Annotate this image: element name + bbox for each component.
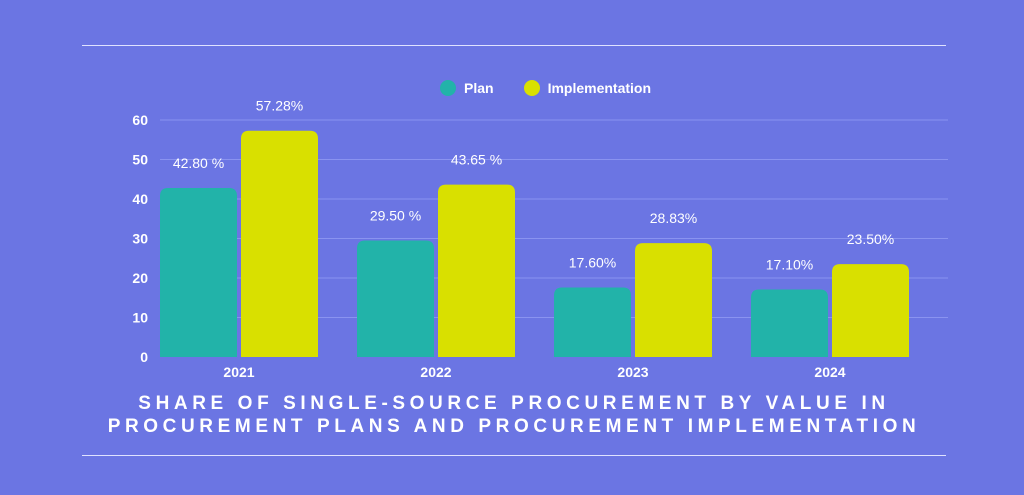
data-label-implementation-2021: 57.28% <box>256 98 303 114</box>
y-tick-label: 60 <box>132 112 148 128</box>
bottom-divider <box>82 455 946 456</box>
legend-label-plan: Plan <box>464 80 494 96</box>
data-label-implementation-2023: 28.83% <box>650 210 697 226</box>
data-label-plan-2024: 17.10% <box>766 256 813 272</box>
legend-swatch-implementation <box>523 80 540 96</box>
x-tick-label: 2023 <box>617 364 648 380</box>
legend-item-implementation: Implementation <box>523 80 652 96</box>
caption-line-1: SHARE OF SINGLE-SOURCE PROCUREMENT BY VA… <box>138 393 890 414</box>
chart-caption: SHARE OF SINGLE-SOURCE PROCUREMENT BY VA… <box>82 392 946 438</box>
legend-label-implementation: Implementation <box>547 80 652 96</box>
bar-plan-2024 <box>751 289 828 357</box>
bar-plan-2023 <box>554 287 631 357</box>
y-tick-label: 0 <box>140 349 148 365</box>
bar-plan-2021 <box>160 187 237 357</box>
bar-implementation-2023 <box>635 243 712 357</box>
legend-item-plan: Plan <box>440 80 494 96</box>
data-label-plan-2023: 17.60% <box>569 254 616 270</box>
legend-swatch-plan <box>440 80 456 96</box>
data-label-plan-2021: 42.80 % <box>173 155 224 171</box>
bar-implementation-2022 <box>438 184 515 357</box>
y-tick-label: 20 <box>132 270 148 286</box>
data-label-plan-2022: 29.50 % <box>370 207 421 223</box>
bar-implementation-2024 <box>832 264 909 357</box>
y-tick-label: 50 <box>132 152 148 168</box>
data-label-implementation-2024: 23.50% <box>847 231 894 247</box>
chart-legend: Plan Implementation <box>440 80 651 96</box>
bar-plan-2022 <box>357 240 434 357</box>
x-tick-label: 2024 <box>814 364 845 380</box>
bar-implementation-2021 <box>241 130 318 357</box>
data-label-implementation-2022: 43.65 % <box>451 152 502 168</box>
x-tick-label: 2022 <box>420 364 451 380</box>
top-divider <box>82 45 946 46</box>
y-tick-label: 40 <box>132 191 148 207</box>
caption-line-2: PROCUREMENT PLANS AND PROCUREMENT IMPLEM… <box>107 416 921 437</box>
y-tick-label: 30 <box>132 231 148 247</box>
x-tick-label: 2021 <box>223 364 254 380</box>
y-tick-label: 10 <box>132 310 148 326</box>
